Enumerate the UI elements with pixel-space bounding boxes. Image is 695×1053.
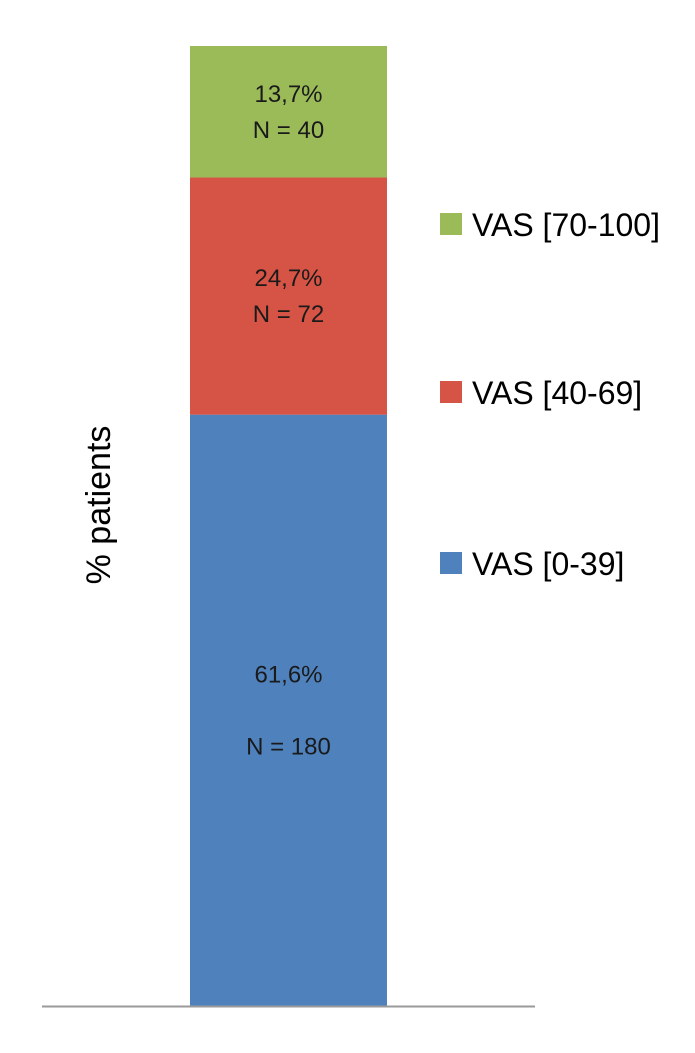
bar-segments [190,46,387,1006]
legend-label: VAS [70-100] [472,207,660,243]
bar-segment-2 [190,46,387,178]
bar-segment-0 [190,414,387,1006]
segment-n-label: N = 40 [253,117,324,144]
segment-pct-label: 13,7% [254,81,322,108]
segment-n-label: N = 180 [246,733,331,760]
legend-swatch [440,552,462,574]
bar-segment-1 [190,177,387,415]
y-axis-label: % patients [80,426,118,585]
legend-label: VAS [40-69] [472,375,642,411]
segment-labels: 61,6% N = 180 24,7% N = 72 13,7% N = 40 [246,81,331,761]
legend-label: VAS [0-39] [472,546,624,582]
legend: VAS [70-100] VAS [40-69] VAS [0-39] [440,207,660,582]
legend-swatch [440,213,462,235]
segment-pct-label: 24,7% [254,265,322,292]
segment-pct-label: 61,6% [254,661,322,688]
segment-n-label: N = 72 [253,301,324,328]
legend-swatch [440,381,462,403]
